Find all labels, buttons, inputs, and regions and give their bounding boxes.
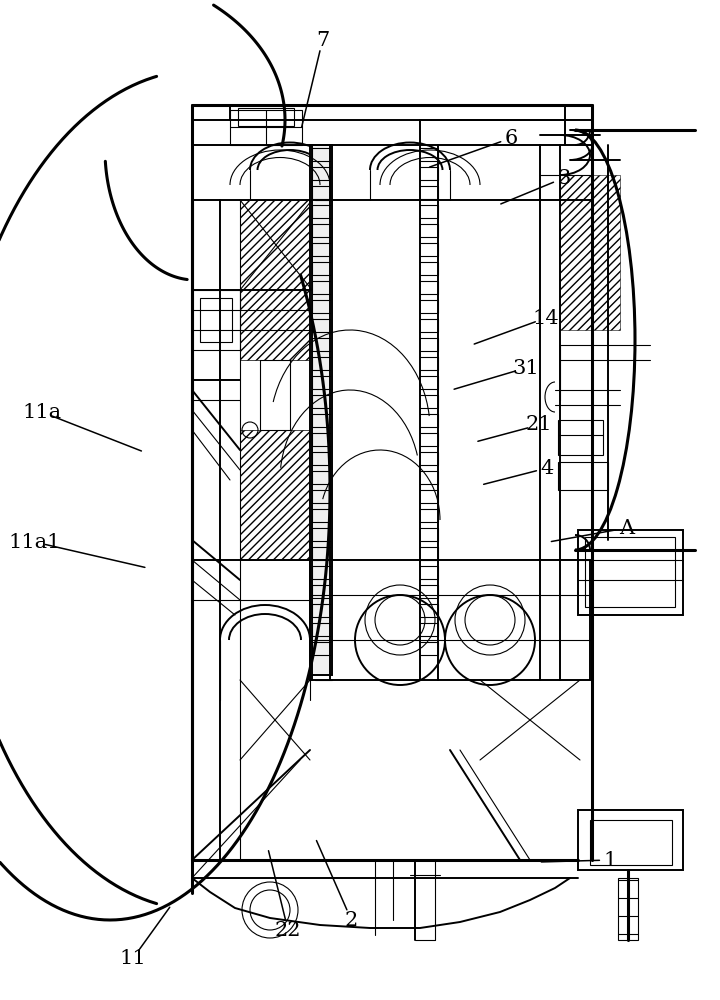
Text: A: A [618, 518, 634, 538]
Bar [578, 810, 683, 870]
Bar [578, 530, 683, 615]
Text: 3: 3 [557, 168, 570, 188]
Bar [310, 560, 590, 680]
Text: 11: 11 [120, 948, 147, 968]
Text: 14: 14 [533, 308, 559, 328]
Bar [192, 290, 240, 350]
Text: 22: 22 [275, 920, 301, 940]
Text: 21: 21 [526, 416, 552, 434]
Bar [200, 298, 232, 342]
Bar [558, 420, 603, 455]
Text: 11a: 11a [22, 402, 61, 422]
Text: 6: 6 [505, 128, 518, 147]
Bar [558, 462, 608, 490]
Bar [230, 110, 302, 145]
Text: 11a1: 11a1 [9, 532, 60, 552]
Bar [585, 537, 675, 607]
Text: 2: 2 [345, 910, 358, 930]
Bar [310, 145, 332, 675]
Text: 31: 31 [512, 359, 539, 377]
Text: 7: 7 [316, 30, 329, 49]
Bar [618, 878, 638, 940]
Text: 4: 4 [541, 458, 554, 478]
Bar [590, 820, 672, 865]
Text: 1: 1 [604, 850, 617, 869]
Bar [238, 108, 294, 126]
